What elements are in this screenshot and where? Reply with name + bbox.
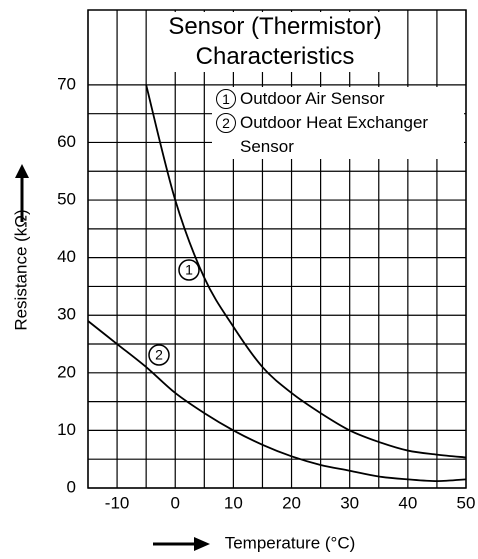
- x-tick-label: 10: [224, 493, 243, 512]
- x-tick-label: 0: [170, 493, 179, 512]
- y-arrow-head: [15, 164, 29, 178]
- grid: [87, 10, 467, 489]
- curve-marker: [178, 259, 200, 281]
- x-axis-label: Temperature (°C): [225, 533, 356, 552]
- x-tick-label: 20: [282, 493, 301, 512]
- legend-marker: 1: [216, 89, 236, 109]
- curve-marker-label: 2: [155, 347, 163, 363]
- chart-title: Sensor (Thermistor) Characteristics: [152, 12, 398, 72]
- legend: 1 Outdoor Air Sensor 2 Outdoor Heat Exchang…: [212, 87, 464, 159]
- y-axis-label: Resistance (kΩ): [11, 209, 30, 330]
- x-tick-label: 40: [398, 493, 417, 512]
- y-tick-label: 10: [57, 420, 76, 439]
- y-tick-label: 0: [67, 477, 76, 496]
- y-tick-label: 20: [57, 362, 76, 381]
- y-tick-label: 70: [57, 74, 76, 93]
- y-tick-label: 60: [57, 132, 76, 151]
- legend-item: 1 Outdoor Air Sensor: [212, 87, 464, 111]
- y-tick-label: 50: [57, 190, 76, 209]
- y-tick-label: 40: [57, 247, 76, 266]
- curve-marker-label: 1: [185, 262, 193, 278]
- line: [145, 84, 467, 459]
- curve-marker: [148, 344, 170, 366]
- legend-item: 2 Outdoor Heat Exchanger Sensor: [212, 111, 464, 159]
- legend-label: Outdoor Heat Exchanger Sensor: [240, 113, 429, 156]
- x-arrow-head: [194, 537, 210, 551]
- legend-marker: 2: [216, 113, 236, 133]
- x-tick-label: 50: [457, 493, 476, 512]
- x-tick-label: -10: [105, 493, 130, 512]
- plot-frame: [87, 9, 467, 489]
- line: [87, 320, 467, 482]
- legend-label: Outdoor Air Sensor: [240, 89, 385, 108]
- y-tick-label: 30: [57, 305, 76, 324]
- x-tick-label: 30: [340, 493, 359, 512]
